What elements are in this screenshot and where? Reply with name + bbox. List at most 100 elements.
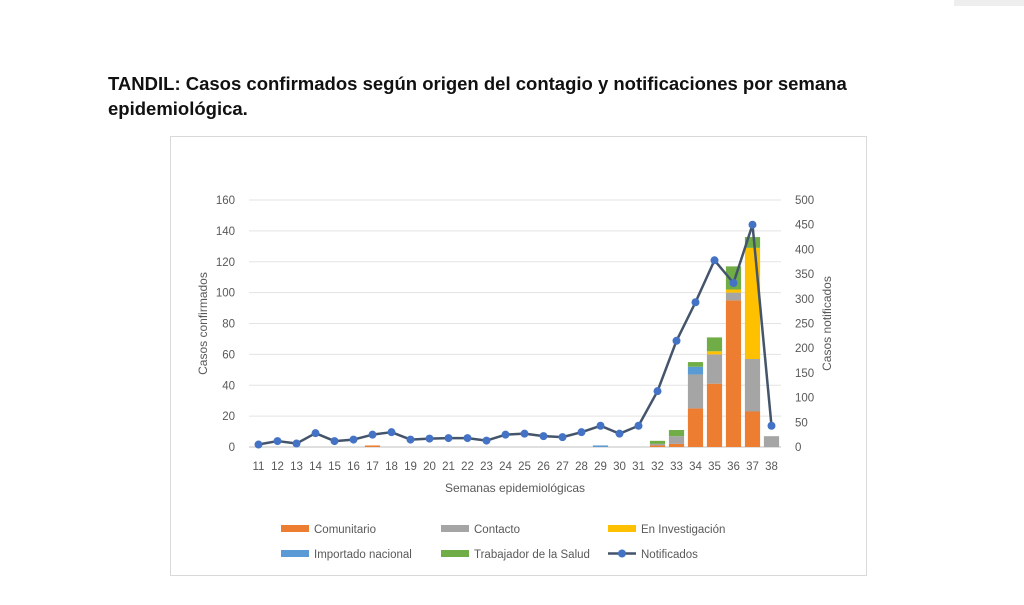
notificados-point	[653, 387, 662, 396]
notificados-point	[387, 428, 396, 437]
notificados-point	[577, 428, 586, 437]
notificados-point	[349, 435, 358, 444]
x-tick-label: 14	[309, 461, 322, 473]
bar-layer	[364, 237, 780, 447]
x-tick-label: 18	[385, 461, 398, 473]
x-axis-title: Semanas epidemiológicas	[445, 481, 585, 495]
x-tick-label: 25	[518, 461, 531, 473]
bar-segment	[744, 411, 761, 447]
bar-segment	[649, 443, 666, 446]
bar-segment	[744, 237, 761, 248]
x-tick-label: 35	[708, 461, 721, 473]
y-tick-label: 80	[222, 319, 235, 331]
notificados-point	[482, 436, 491, 445]
y-tick-label: 100	[216, 288, 235, 300]
chart-title: TANDIL: Casos confirmados según origen d…	[108, 73, 847, 119]
x-tick-label: 15	[328, 461, 341, 473]
notificados-point	[368, 430, 377, 439]
bar-segment	[687, 362, 704, 367]
x-tick-label: 33	[670, 461, 683, 473]
bar-segment	[668, 436, 685, 444]
legend-label: Notificados	[641, 549, 698, 561]
chart-frame: 0 20 40 60 80 100 120 140 160 0 50 100 150 200 250 300 3…	[170, 136, 867, 576]
notificados-point	[444, 434, 453, 443]
notificados-point	[596, 421, 605, 430]
notificados-point	[748, 220, 757, 229]
bar-segment	[668, 443, 685, 447]
bar-segment	[687, 366, 704, 375]
notificados-point	[634, 421, 643, 430]
notificados-point	[273, 437, 282, 446]
bar-segment	[649, 445, 666, 447]
y-tick-label: 120	[216, 257, 235, 269]
y-tick-label: 60	[222, 349, 235, 361]
x-tick-label: 37	[746, 461, 759, 473]
bar-segment	[725, 292, 742, 301]
bar-segment	[706, 351, 723, 355]
legend-label: En Investigación	[641, 524, 725, 536]
notificados-point	[767, 421, 776, 430]
x-tick-label: 38	[765, 461, 778, 473]
x-tick-label: 32	[651, 461, 664, 473]
legend-swatch	[608, 525, 636, 532]
x-tick-label: 24	[499, 461, 512, 473]
bar-segment	[592, 445, 609, 447]
y2-tick-label: 450	[795, 220, 814, 232]
y2-tick-label: 150	[795, 368, 814, 380]
x-tick-label: 23	[480, 461, 493, 473]
legend-swatch	[281, 550, 309, 557]
bar-segment	[687, 408, 704, 447]
legend-swatch	[441, 550, 469, 557]
x-tick-label: 12	[271, 461, 284, 473]
legend: Comunitario Contacto En Investigación Impor…	[281, 524, 725, 561]
bar-segment	[649, 440, 666, 444]
y-tick-label: 160	[216, 195, 235, 207]
x-tick-label: 31	[632, 461, 645, 473]
notificados-point	[292, 439, 301, 448]
bar-segment	[364, 445, 381, 447]
x-tick-label: 27	[556, 461, 569, 473]
notificados-point	[558, 433, 567, 442]
x-tick-label: 36	[727, 461, 740, 473]
legend-label: Trabajador de la Salud	[474, 549, 590, 561]
y2-axis-title: Casos notificados	[820, 276, 834, 371]
legend-label: Importado nacional	[314, 549, 412, 561]
legend-swatch	[281, 525, 309, 532]
y2-tick-label: 400	[795, 244, 814, 256]
y2-tick-label: 350	[795, 269, 814, 281]
notificados-point	[615, 429, 624, 438]
x-tick-label: 19	[404, 461, 417, 473]
line-layer	[254, 220, 776, 449]
notificados-point	[729, 278, 738, 287]
y2-tick-label: 300	[795, 294, 814, 306]
x-tick-label: 26	[537, 461, 550, 473]
bar-segment	[687, 374, 704, 409]
x-tick-label: 17	[366, 461, 379, 473]
y2-tick-label: 50	[795, 417, 808, 429]
y2-tick-label: 500	[795, 195, 814, 207]
bar-segment	[706, 354, 723, 384]
x-tick-label: 21	[442, 461, 455, 473]
y2-tick-label: 100	[795, 393, 814, 405]
notificados-point	[254, 440, 263, 449]
y-axis-title: Casos confirmados	[196, 272, 210, 375]
x-tick-label: 34	[689, 461, 702, 473]
legend-swatch	[441, 525, 469, 532]
bar-segment	[725, 289, 742, 293]
bar-segment	[744, 247, 761, 360]
y-tick-label: 140	[216, 226, 235, 238]
bar-segment	[706, 383, 723, 447]
notificados-point	[425, 434, 434, 443]
notificados-point	[311, 429, 320, 438]
notificados-point	[501, 430, 510, 439]
notificados-point	[710, 256, 719, 265]
legend-label: Comunitario	[314, 524, 376, 536]
x-tick-label: 29	[594, 461, 607, 473]
legend-marker	[618, 549, 626, 558]
x-tick-label: 30	[613, 461, 626, 473]
y-tick-label: 0	[229, 442, 235, 454]
notificados-line	[258, 223, 773, 446]
bar-segment	[763, 436, 780, 447]
notificados-point	[672, 336, 681, 345]
y-tick-label: 40	[222, 380, 235, 392]
